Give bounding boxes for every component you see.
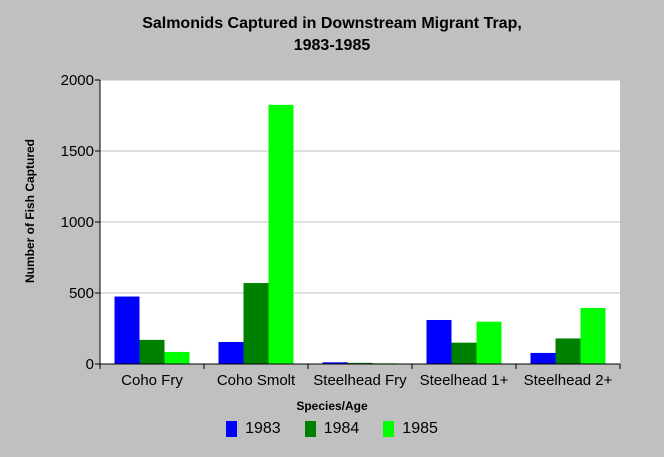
y-tick-label-0: 0: [86, 356, 94, 373]
x-axis-label: Species/Age: [296, 399, 368, 413]
bar-steelhead-fry-1983: [322, 362, 348, 364]
chart-title-line-1: Salmonids Captured in Downstream Migrant…: [142, 15, 522, 32]
bar-steelhead-2--1983: [530, 352, 556, 364]
bar-steelhead-1--1983: [426, 319, 452, 364]
bar-chart-plot: 0 500 1000 1500 2000 Coho Fry Coho Smolt Steelh…: [61, 72, 621, 389]
bar-steelhead-2--1984: [555, 338, 581, 364]
legend-swatch-1983: [226, 421, 238, 437]
y-tick-label-2000: 2000: [61, 72, 94, 89]
legend-item-1985: 1985: [383, 420, 438, 438]
x-tick-label-steelhead-fry: Steelhead Fry: [313, 372, 407, 389]
bar-steelhead-1--1984: [451, 342, 477, 364]
chart-title-line-2: 1983-1985: [293, 37, 371, 54]
bar-coho-fry-1985: [164, 351, 190, 364]
bar-steelhead-2--1985: [580, 307, 606, 364]
legend: 1983 1984 1985: [0, 420, 664, 438]
legend-swatch-1985: [383, 421, 395, 437]
x-tick-label-coho-fry: Coho Fry: [121, 372, 183, 389]
y-tick-label-500: 500: [69, 285, 94, 302]
y-tick-label-1000: 1000: [61, 214, 94, 231]
x-tick-label-steelhead-1-: Steelhead 1+: [420, 372, 509, 389]
legend-item-1984: 1984: [304, 420, 360, 438]
bar-steelhead-fry-1984: [347, 362, 373, 364]
bar-coho-smolt-1983: [218, 341, 244, 364]
legend-label-1985: 1985: [402, 420, 438, 437]
bar-coho-fry-1983: [114, 296, 140, 364]
bar-coho-fry-1984: [139, 339, 165, 364]
x-tick-label-steelhead-2-: Steelhead 2+: [524, 372, 613, 389]
legend-swatch-1984: [304, 421, 316, 437]
chart-title: Salmonids Captured in Downstream Migrant…: [0, 13, 664, 57]
x-tick-label-coho-smolt: Coho Smolt: [217, 372, 296, 389]
bar-steelhead-1--1985: [476, 321, 502, 364]
legend-item-1983: 1983: [226, 420, 281, 438]
y-tick-label-1500: 1500: [61, 143, 94, 160]
legend-label-1983: 1983: [245, 420, 281, 437]
bar-coho-smolt-1984: [243, 283, 269, 364]
legend-label-1984: 1984: [323, 420, 360, 437]
bar-coho-smolt-1985: [268, 104, 294, 364]
